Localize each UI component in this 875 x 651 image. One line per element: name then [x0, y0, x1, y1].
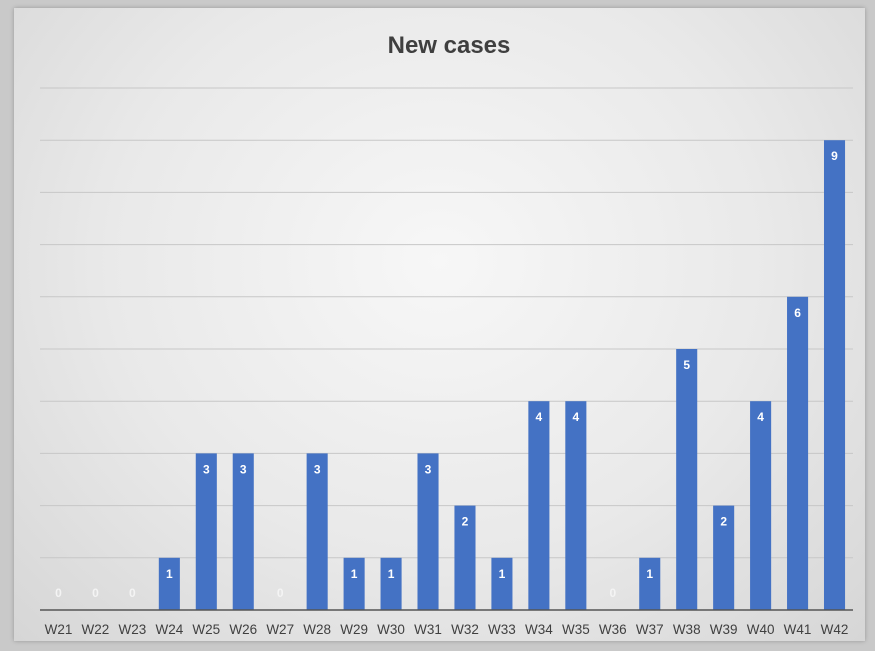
- x-tick-label-w39: W39: [710, 622, 738, 637]
- data-label-w25: 3: [203, 462, 210, 476]
- bar-w26: [232, 453, 254, 610]
- data-label-w39: 2: [720, 515, 727, 529]
- data-label-w23: 0: [129, 586, 136, 600]
- data-label-w26: 3: [240, 462, 247, 476]
- bar-w42: [823, 140, 846, 610]
- chart-title: New cases: [388, 32, 511, 59]
- data-label-w36: 0: [609, 586, 616, 600]
- data-label-w32: 2: [462, 515, 469, 529]
- data-label-w29: 1: [351, 567, 358, 581]
- data-label-w30: 1: [388, 567, 395, 581]
- x-tick-label-w31: W31: [414, 622, 442, 637]
- x-tick-label-w29: W29: [340, 622, 368, 637]
- data-label-w22: 0: [92, 586, 99, 600]
- data-label-w35: 4: [572, 410, 579, 424]
- x-tick-label-w36: W36: [599, 622, 627, 637]
- x-tick-label-w21: W21: [45, 622, 73, 637]
- bar-w37: [639, 557, 661, 610]
- bar-w31: [417, 453, 439, 610]
- bar-w29: [343, 557, 365, 610]
- x-tick-label-w25: W25: [192, 622, 220, 637]
- data-label-w37: 1: [646, 567, 653, 581]
- x-tick-label-w37: W37: [636, 622, 664, 637]
- x-tick-label-w23: W23: [119, 622, 147, 637]
- x-tick-label-w38: W38: [673, 622, 701, 637]
- data-label-w41: 6: [794, 306, 801, 320]
- data-label-w28: 3: [314, 462, 321, 476]
- x-tick-label-w22: W22: [82, 622, 110, 637]
- x-tick-label-w24: W24: [155, 622, 183, 637]
- bar-w33: [491, 557, 513, 610]
- bar-w35: [565, 401, 587, 610]
- bars: [158, 140, 846, 610]
- data-labels: 0 0 0 1 3 3 0 3 1 1 3 2 1 4 4 0 1 5 2 4 6 9: [55, 149, 838, 600]
- x-tick-label-w26: W26: [229, 622, 257, 637]
- bar-w41: [787, 296, 809, 610]
- x-tick-label-w27: W27: [266, 622, 294, 637]
- gridlines: [40, 87, 853, 559]
- bar-w24: [158, 557, 180, 610]
- bar-w28: [306, 453, 328, 610]
- x-tick-label-w32: W32: [451, 622, 479, 637]
- bar-w32: [454, 505, 476, 610]
- bar-w39: [713, 505, 735, 610]
- bar-w38: [676, 349, 698, 610]
- x-tick-label-w28: W28: [303, 622, 331, 637]
- data-label-w34: 4: [536, 410, 543, 424]
- data-label-w24: 1: [166, 567, 173, 581]
- bar-w40: [750, 401, 772, 610]
- data-label-w21: 0: [55, 586, 62, 600]
- x-tick-label-w34: W34: [525, 622, 553, 637]
- bar-w34: [528, 401, 550, 610]
- data-label-w33: 1: [499, 567, 506, 581]
- data-label-w42: 9: [831, 149, 838, 163]
- data-label-w27: 0: [277, 586, 284, 600]
- x-tick-label-w42: W42: [821, 622, 849, 637]
- x-tick-label-w30: W30: [377, 622, 405, 637]
- bar-w25: [195, 453, 217, 610]
- x-axis-tick-labels: W21 W22 W23 W24 W25 W26 W27 W28 W29 W30 W31 W32 W33 W…: [45, 622, 849, 637]
- x-tick-label-w35: W35: [562, 622, 590, 637]
- x-tick-label-w40: W40: [747, 622, 775, 637]
- bar-w30: [380, 557, 402, 610]
- data-label-w38: 5: [683, 358, 690, 372]
- data-label-w31: 3: [425, 462, 432, 476]
- x-tick-label-w33: W33: [488, 622, 516, 637]
- data-label-w40: 4: [757, 410, 764, 424]
- x-tick-label-w41: W41: [784, 622, 812, 637]
